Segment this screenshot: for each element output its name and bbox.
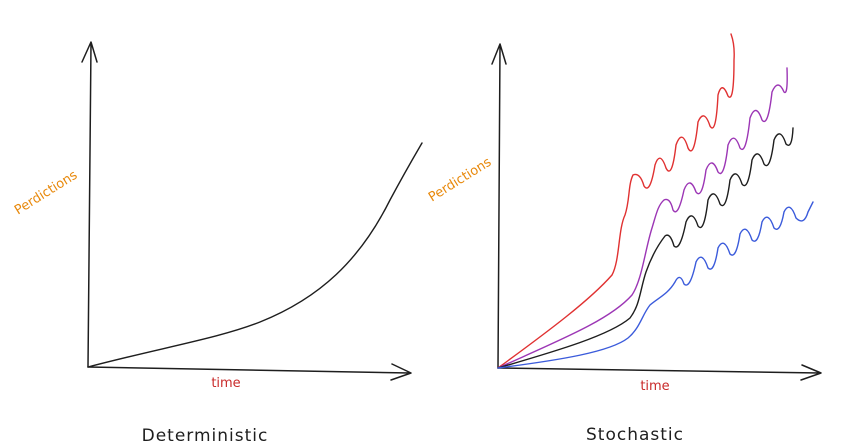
stochastic-panel: Perdictions time Stochastic — [426, 33, 822, 445]
panel-title: Stochastic — [586, 425, 684, 445]
x-axis — [497, 364, 822, 381]
blue-path — [497, 201, 814, 369]
x-axis — [87, 363, 412, 381]
y-label: Perdictions — [426, 155, 495, 206]
y-label: Perdictions — [12, 168, 81, 219]
y-axis — [81, 41, 98, 368]
purple-path — [497, 67, 788, 369]
x-label: time — [640, 379, 669, 394]
curve — [87, 142, 423, 368]
deterministic-panel: Perdictions time Deterministic — [12, 41, 423, 446]
red-path — [497, 33, 735, 369]
y-axis — [491, 43, 507, 369]
black-path — [497, 127, 794, 369]
x-label: time — [211, 376, 240, 391]
panel-title: Deterministic — [142, 426, 269, 446]
